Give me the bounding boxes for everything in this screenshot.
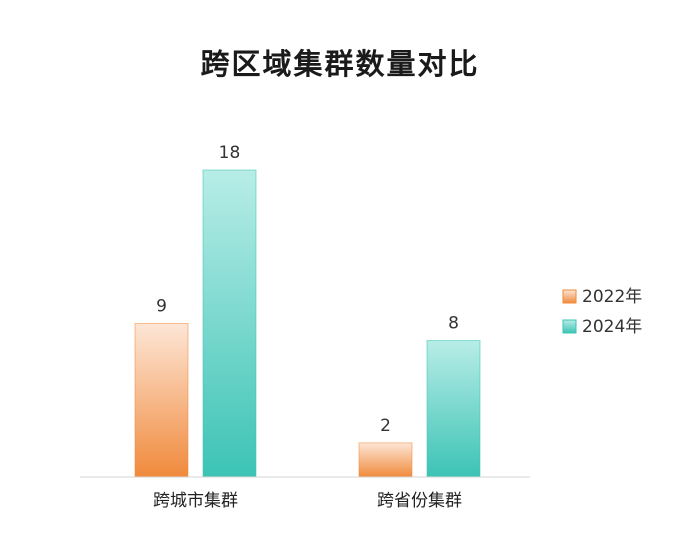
bar-2024年-跨城市集群 — [202, 169, 257, 478]
bar-2022年-跨城市集群 — [134, 323, 189, 478]
category-labels-layer: 跨城市集群 跨省份集群 — [153, 491, 462, 511]
bars-layer — [134, 169, 481, 478]
bar-2024年-跨省份集群 — [426, 340, 481, 478]
legend-swatch-2022年 — [562, 289, 577, 304]
data-label: 9 — [156, 297, 167, 317]
data-labels-layer: 9 18 2 8 — [156, 143, 459, 436]
chart-title: 跨区域集群数量对比 — [200, 47, 479, 81]
category-label: 跨省份集群 — [377, 491, 462, 511]
legend-label: 2022年 — [582, 287, 642, 307]
category-label: 跨城市集群 — [153, 491, 238, 511]
legend: 2022年 2024年 — [562, 287, 642, 337]
legend-label: 2024年 — [582, 317, 642, 337]
legend-swatch-2024年 — [562, 319, 577, 334]
data-label: 2 — [380, 416, 391, 436]
data-label: 8 — [448, 314, 459, 334]
bar-2022年-跨省份集群 — [358, 442, 413, 478]
data-label: 18 — [219, 143, 241, 163]
